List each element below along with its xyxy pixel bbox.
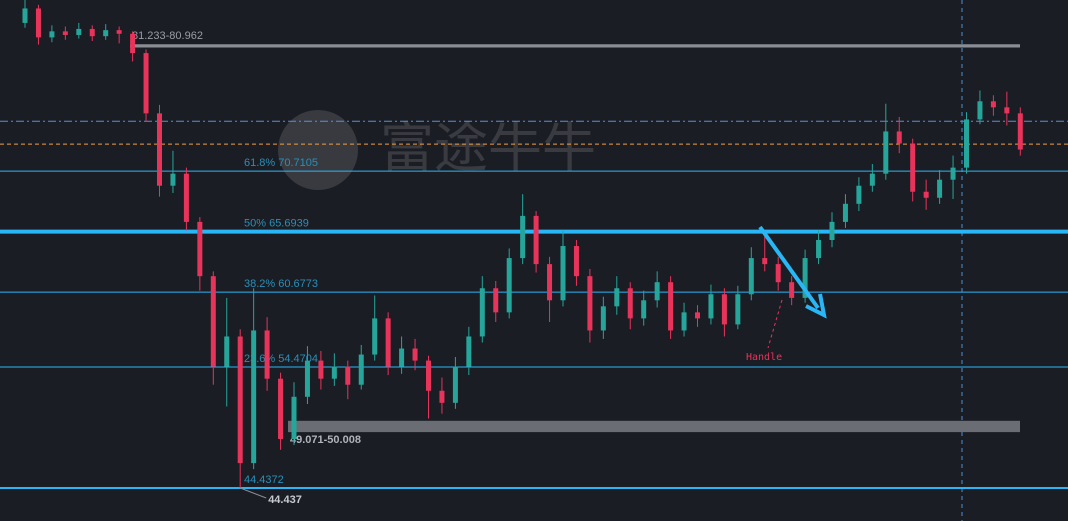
candle-body <box>627 288 633 319</box>
candle-body <box>654 282 660 301</box>
candle-body <box>964 119 969 168</box>
candle-body <box>910 143 916 192</box>
candle-body <box>816 239 822 259</box>
fib-label: 23.6% 54.4704 <box>244 353 318 365</box>
candle-body <box>278 378 284 439</box>
candle-body <box>130 33 136 54</box>
candle-body <box>426 360 431 391</box>
candle-body <box>170 173 176 186</box>
zone-label: 49.071-50.008 <box>290 434 361 446</box>
watermark-logo <box>278 110 358 190</box>
candle-body <box>721 294 727 325</box>
candle-body <box>856 185 862 204</box>
candle-body <box>1004 107 1010 114</box>
watermark: 富途牛牛 <box>380 118 596 178</box>
candle-body <box>62 31 68 35</box>
fib-label: 44.4372 <box>244 474 284 486</box>
candle-body <box>264 330 270 379</box>
candle-body <box>533 215 539 265</box>
candle-body <box>977 101 983 120</box>
candle-body <box>103 30 109 37</box>
candle-body <box>600 306 606 331</box>
candle-body <box>560 246 566 301</box>
candle-body <box>641 300 647 319</box>
candle-body <box>842 203 848 222</box>
candle-body <box>775 264 781 283</box>
candle-body <box>896 131 902 144</box>
candle-body <box>251 330 257 464</box>
candle-body <box>493 288 499 313</box>
candle-body <box>869 173 875 186</box>
trend-arrow <box>758 225 820 310</box>
candle-body <box>22 8 28 23</box>
candle-body <box>990 101 996 108</box>
candle-body <box>573 246 579 277</box>
candle-body <box>304 360 310 397</box>
candle-body <box>735 294 741 325</box>
candle-body <box>143 53 149 114</box>
candle-body <box>466 336 472 367</box>
candle-body <box>547 264 553 301</box>
low-label: 44.437 <box>268 494 302 506</box>
candle-body <box>183 173 189 222</box>
zone-label: 81.233-80.962 <box>132 30 203 42</box>
candle-body <box>668 282 674 331</box>
trend-arrow-head <box>805 293 827 319</box>
candle-body <box>49 31 55 38</box>
candle-body <box>412 348 418 361</box>
candle-body <box>923 191 929 198</box>
candle-body <box>937 179 943 198</box>
candle-body <box>614 288 620 307</box>
candle-body <box>35 8 41 38</box>
zone-band <box>288 420 1020 433</box>
candle-body <box>116 30 122 34</box>
candle-body <box>358 354 364 385</box>
candle-body <box>883 131 889 174</box>
candle-body <box>708 294 714 319</box>
candle-body <box>157 113 162 186</box>
candle-body <box>89 28 95 37</box>
candle-body <box>695 312 700 319</box>
candle-body <box>331 366 337 379</box>
candle-body <box>345 366 351 385</box>
fib-label: 61.8% 70.7105 <box>244 157 318 169</box>
candle-body <box>399 348 405 367</box>
candle-body <box>439 390 445 403</box>
candle-body <box>76 28 82 35</box>
candle-body <box>452 366 458 403</box>
candle-body <box>762 258 768 265</box>
candle-body <box>1017 113 1023 150</box>
candle-body <box>237 336 243 464</box>
candle-body <box>587 276 593 331</box>
candle-body <box>950 167 956 180</box>
candle-body <box>479 288 485 337</box>
candle-body <box>748 258 754 295</box>
candle-body <box>372 318 378 355</box>
candle-body <box>318 360 324 379</box>
low-leader <box>240 487 267 499</box>
fib-label: 38.2% 60.6773 <box>244 278 318 290</box>
annotation: Handle <box>746 352 782 363</box>
candle-body <box>789 282 795 298</box>
candle-body <box>224 336 230 367</box>
fib-label: 50% 65.6939 <box>244 218 309 230</box>
annotation-leader <box>767 299 783 349</box>
candle-body <box>829 221 835 240</box>
candle-body <box>506 258 512 313</box>
candle-body <box>291 396 297 439</box>
candle-body <box>520 215 526 259</box>
candle-body <box>681 312 687 331</box>
candle-body <box>802 258 808 298</box>
candle-body <box>385 318 391 367</box>
candle-body <box>210 276 216 367</box>
candle-body <box>197 221 203 277</box>
